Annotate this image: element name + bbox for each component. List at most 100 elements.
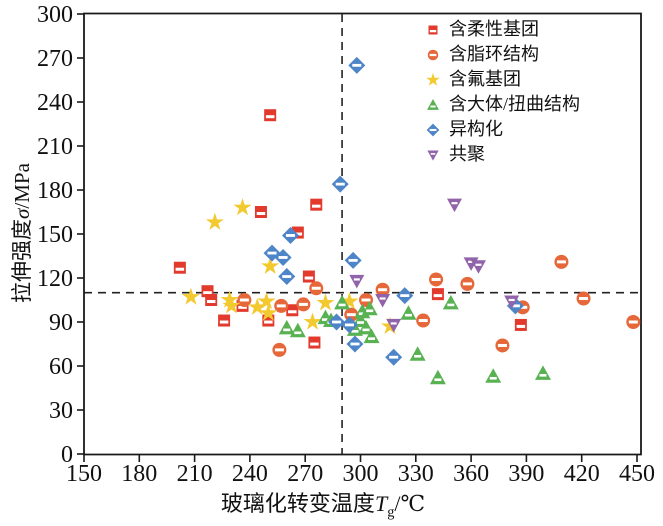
x-tick-label: 150 [66,461,102,487]
data-point-triangle-down [470,260,486,274]
data-point-triangle-up [358,319,375,335]
y-tick-label: 210 [37,134,73,160]
x-tick-label: 180 [121,461,157,487]
series-0 [173,109,527,349]
series-3 [278,294,551,385]
axis-box [83,12,642,456]
series-1 [237,254,641,357]
data-point-star [220,290,239,308]
data-point-star [248,297,267,316]
data-point-circle [272,342,287,357]
data-point-diamond [346,335,364,353]
data-point-square [173,261,186,274]
x-axis-title-text: 玻璃化转变温度 [220,491,375,516]
data-point-diamond [274,248,292,266]
circle-marker-icon [427,49,439,60]
data-point-square [308,336,321,349]
x-tick-label: 360 [453,461,489,487]
data-point-star [340,291,359,310]
data-point-circle [309,281,324,296]
data-point-diamond [278,268,296,286]
y-tick-label: 30 [49,398,73,424]
x-axis-title: 玻璃化转变温度Tg/℃ [158,486,488,521]
x-axis-variable: T [374,491,388,516]
y-tick-label: 60 [49,354,73,380]
star-marker-icon [426,72,440,86]
data-point-circle [274,298,289,313]
data-point-circle [375,282,390,297]
legend: 含柔性基团 含脂环结构 含氟基团 含大体/扭曲结构 异构化 共聚 [424,16,580,166]
data-point-circle [626,315,641,329]
data-point-diamond [331,175,349,193]
data-point-triangle-up [442,294,459,310]
data-point-triangle-up [334,294,351,310]
data-point-triangle-up [485,368,502,383]
y-axis-title-text: 拉伸强度 [10,218,34,303]
legend-label: 异构化 [449,118,503,139]
data-point-diamond [506,297,524,315]
data-point-triangle-down [504,295,520,309]
diamond-marker-icon [426,123,440,136]
data-point-diamond [396,287,414,305]
square-marker-icon [428,25,438,34]
data-point-diamond [385,348,403,366]
data-point-square [205,294,218,306]
data-point-circle [460,276,475,291]
y-tick-label: 270 [37,46,73,72]
legend-label: 含柔性基团 [449,18,539,39]
legend-item-alicyclic-structure: 含脂环结构 [424,41,580,66]
data-point-diamond [344,251,362,269]
data-point-star [261,256,280,274]
data-point-star [222,296,241,314]
data-point-triangle-down [375,294,391,308]
data-point-circle [429,272,444,287]
y-axis-title: 拉伸强度σ/MPa [6,163,36,303]
x-tick-label: 420 [564,461,600,487]
legend-label: 共聚 [449,143,485,164]
x-tick-label: 300 [343,461,379,487]
x-tick-label: 210 [177,461,213,487]
data-point-diamond [348,56,366,74]
data-point-star [181,287,200,305]
data-point-triangle-up [361,300,378,316]
legend-item-bulky-twisted-structure: 含大体/扭曲结构 [424,91,580,116]
data-point-circle [576,291,591,306]
legend-label: 含氟基团 [449,68,521,89]
data-point-triangle-up [534,365,551,380]
y-tick-label: 120 [37,266,73,292]
triangle-down-marker-icon [427,150,439,161]
y-axis-unit: /MPa [10,163,34,209]
data-point-square [302,270,315,283]
legend-item-flexible-group: 含柔性基团 [424,16,580,41]
legend-item-copolymerization: 共聚 [424,141,580,166]
data-point-square [218,314,231,327]
x-tick-label: 390 [508,461,544,487]
legend-label: 含大体/扭曲结构 [449,93,581,114]
data-point-diamond [281,226,299,244]
data-point-circle [237,293,252,307]
y-tick-label: 300 [37,2,73,28]
y-tick-label: 150 [37,222,73,248]
data-point-square [310,198,323,211]
data-point-star [259,303,278,321]
data-point-triangle-up [400,305,417,320]
data-point-square [254,206,267,218]
triangle-up-marker-icon [427,98,439,110]
legend-item-isomerization: 异构化 [424,116,580,141]
y-tick-label: 0 [61,442,73,468]
data-point-square [264,109,277,122]
data-point-triangle-up [346,321,363,336]
series-2 [181,198,400,335]
x-tick-label: 240 [232,461,268,487]
data-point-circle [416,313,431,328]
data-point-square [514,318,527,331]
data-point-diamond [263,244,281,262]
data-point-diamond [340,316,358,334]
x-tick-label: 270 [287,461,323,487]
y-tick-label: 90 [49,310,73,336]
data-point-triangle-up [289,322,306,338]
x-axis-unit: /℃ [394,491,426,516]
data-point-triangle-down [386,318,402,333]
data-point-triangle-up [429,369,446,385]
